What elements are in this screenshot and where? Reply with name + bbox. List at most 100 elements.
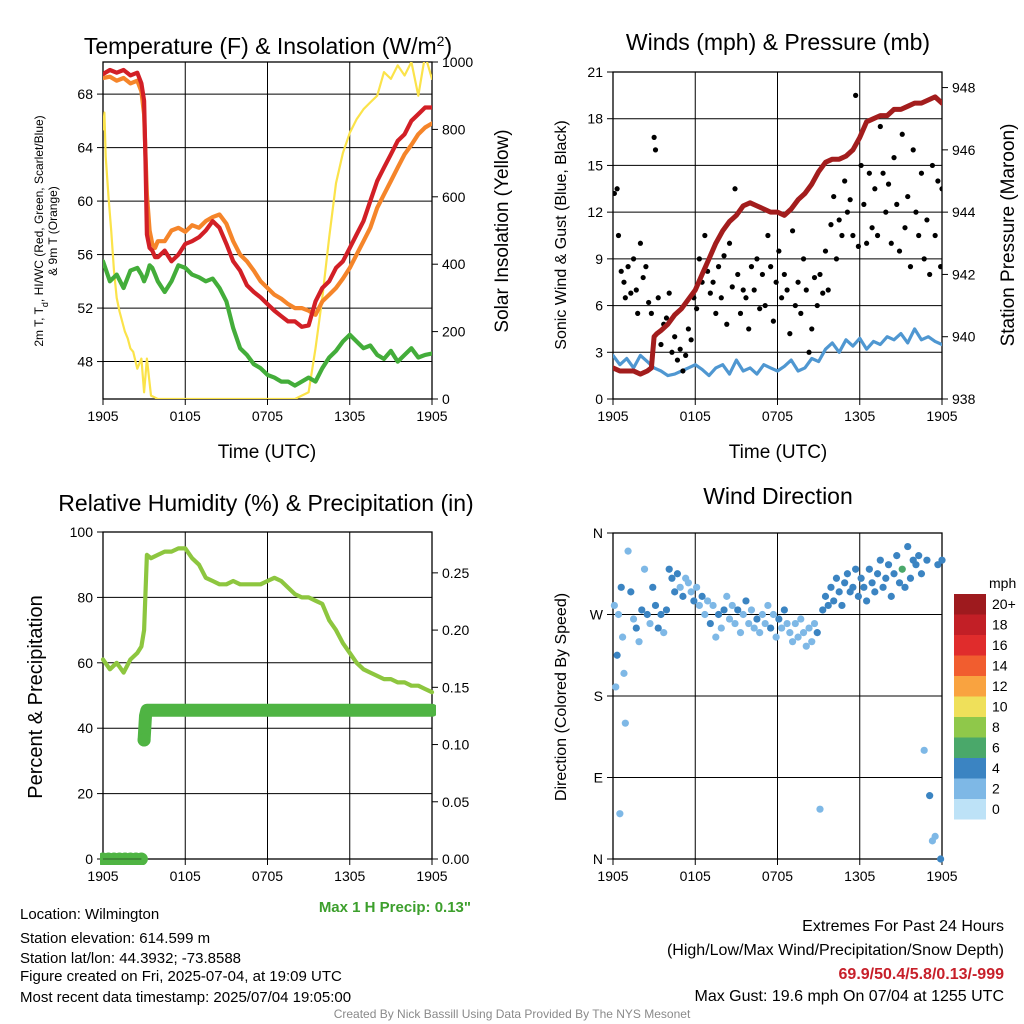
gust-point xyxy=(918,170,925,176)
gust-point xyxy=(847,197,853,203)
gust-point xyxy=(694,306,700,312)
colorbar-label: 10 xyxy=(992,699,1008,715)
chart-title: Relative Humidity (%) & Precipitation (i… xyxy=(58,490,473,516)
location-text: Location: Wilmington xyxy=(20,906,160,923)
gust-point xyxy=(615,232,622,239)
direction-point xyxy=(761,619,769,628)
y-axis-label-line1: 2m T, Td, HI/WC (Red, Green, Scarlet/Blu… xyxy=(32,115,50,346)
direction-point xyxy=(923,556,931,564)
gust-point xyxy=(637,240,644,246)
x-tick-label: 0105 xyxy=(680,868,711,884)
y-right-tick-label: 948 xyxy=(952,80,976,96)
wind-speed-line xyxy=(613,327,942,378)
y-right-tick-label: 400 xyxy=(442,256,466,272)
direction-point xyxy=(610,601,618,610)
gust-point xyxy=(902,225,908,231)
direction-point xyxy=(649,583,657,591)
plot-area xyxy=(103,62,432,399)
gust-point xyxy=(800,256,807,262)
gust-point xyxy=(762,302,768,309)
gust-point xyxy=(927,271,933,278)
recent-data-text: Most recent data timestamp: 2025/07/04 1… xyxy=(20,989,352,1006)
gust-point xyxy=(614,186,620,192)
direction-point xyxy=(797,615,805,623)
gust-point xyxy=(939,186,942,192)
direction-point xyxy=(620,669,628,677)
y-axis-label: Sonic Wind & Gust (Blue, Black) xyxy=(553,120,570,349)
direction-point xyxy=(703,597,712,605)
gust-point xyxy=(754,256,760,262)
gust-point xyxy=(643,264,649,270)
chart-title-superscript: 2 xyxy=(437,33,445,49)
gust-point xyxy=(883,209,889,215)
direction-point xyxy=(668,574,676,582)
gust-point xyxy=(652,147,659,153)
direction-point xyxy=(717,624,725,632)
extremes-subtitle: (High/Low/Max Wind/Precipitation/Snow De… xyxy=(666,942,1004,959)
direction-point xyxy=(651,601,660,610)
direction-point xyxy=(917,570,926,578)
precipitation-line xyxy=(137,703,436,747)
direction-point xyxy=(808,638,816,646)
colorbar-title: mph xyxy=(989,575,1016,591)
direction-point xyxy=(873,570,882,578)
direction-point xyxy=(758,610,767,619)
direction-point xyxy=(736,629,745,637)
plot-frame xyxy=(612,71,943,400)
direction-point xyxy=(654,624,662,632)
gust-point xyxy=(735,271,741,278)
direction-point xyxy=(665,565,673,573)
direction-point xyxy=(810,619,819,628)
y-tick-label: 80 xyxy=(77,589,93,605)
direction-point xyxy=(824,601,832,610)
direction-point xyxy=(863,597,871,605)
gust-point xyxy=(864,240,870,246)
direction-point xyxy=(767,624,775,632)
chart-title: Temperature (F) & Insolation (W/m2) xyxy=(84,33,452,59)
y-tick-label: 52 xyxy=(77,300,93,316)
plot-frame xyxy=(102,531,433,860)
direction-point xyxy=(709,601,717,610)
direction-point xyxy=(816,805,824,813)
gust-point xyxy=(746,326,752,332)
direction-point xyxy=(819,606,827,614)
direction-point xyxy=(893,552,901,560)
gust-point xyxy=(789,228,796,234)
y-right-tick-label: 800 xyxy=(442,121,466,137)
direction-point xyxy=(841,579,849,587)
chart-title: Winds (mph) & Pressure (mb) xyxy=(626,29,930,55)
y-axis-label: 2m T, Td, HI/WC (Red, Green, Scarlet/Blu… xyxy=(32,115,60,346)
direction-point xyxy=(868,579,876,587)
gust-point xyxy=(666,290,672,296)
gust-point xyxy=(938,264,942,270)
direction-point xyxy=(794,633,802,641)
y-tick-label: 64 xyxy=(77,140,93,156)
y-tick-label: 48 xyxy=(77,354,93,370)
direction-point xyxy=(701,610,709,619)
colorbar-swatch xyxy=(954,696,986,717)
gust-point xyxy=(872,186,878,192)
gust-point xyxy=(817,271,823,278)
gust-point xyxy=(855,243,861,249)
direction-point xyxy=(827,583,835,591)
gust-point xyxy=(844,209,851,215)
direction-point xyxy=(786,629,794,637)
colorbar-label: 8 xyxy=(992,719,1000,735)
direction-point xyxy=(887,592,895,600)
gust-point xyxy=(737,310,744,316)
direction-point xyxy=(912,561,920,569)
series-yellow xyxy=(103,62,432,399)
precip-point xyxy=(137,733,151,747)
y-tick-label: N xyxy=(593,525,603,541)
direction-point xyxy=(890,570,898,578)
gust-point xyxy=(715,264,722,270)
gust-point xyxy=(628,290,634,296)
y-tick-label: 0 xyxy=(85,851,93,867)
direction-point xyxy=(742,597,750,605)
plot-frame xyxy=(612,532,943,860)
direction-point xyxy=(884,561,893,569)
chart-title: Wind Direction xyxy=(703,483,853,509)
direction-point xyxy=(640,565,649,573)
